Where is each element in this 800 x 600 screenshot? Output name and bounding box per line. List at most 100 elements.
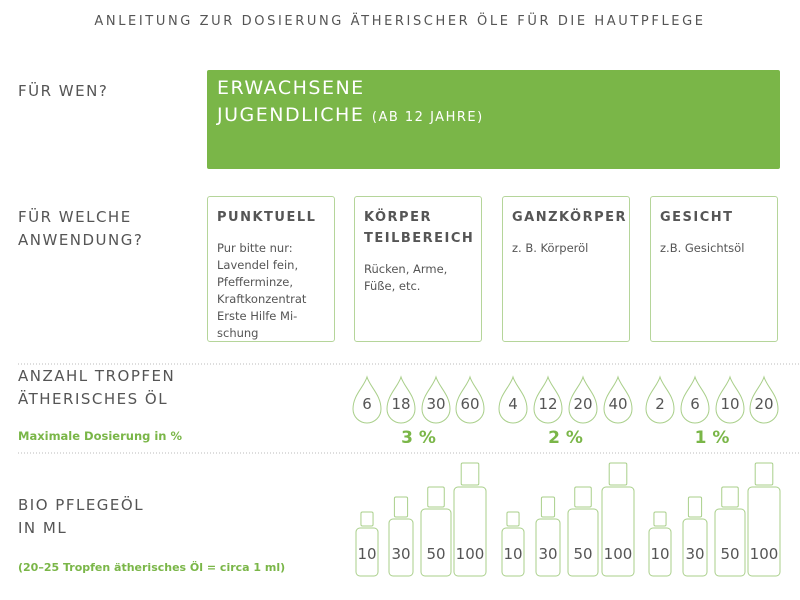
bottle-size: 100 (456, 545, 485, 563)
bottle-size: 30 (538, 545, 557, 563)
bottle-cap (360, 511, 374, 527)
bottle-body (648, 527, 672, 577)
drop (533, 375, 563, 424)
bottle-size: 10 (650, 545, 669, 563)
percent: 3 % (401, 428, 436, 448)
dosage-label: Maximale Dosierung in % (18, 429, 183, 443)
bottle-size: 100 (604, 545, 633, 563)
drops-label: ANZAHL TROPFEN ÄTHERISCHES ÖL (18, 365, 175, 411)
bottle-size: 50 (426, 545, 445, 563)
bottle-body (747, 486, 781, 577)
card-text-line: z.B. Gesichtsöl (660, 241, 745, 255)
card-text-line: Lavendel fein, (217, 258, 299, 272)
drop-count: 4 (508, 395, 518, 413)
card-title: KÖRPER TEILBEREICH (364, 207, 475, 249)
bottle-body (682, 518, 708, 577)
application-card: GANZKÖRPER z. B. Körperöl (502, 196, 630, 342)
card-text-line: Rücken, Arme, (364, 262, 448, 276)
who-line2-note: (AB 12 JAHRE) (371, 110, 484, 125)
drop-count: 30 (426, 395, 445, 413)
drop (421, 375, 451, 424)
bottle-body (535, 518, 561, 577)
drop (645, 375, 675, 424)
application-card: GESICHT z.B. Gesichtsöl (650, 196, 778, 342)
drop-count: 20 (573, 395, 592, 413)
drop-count: 12 (538, 395, 557, 413)
drop (352, 375, 382, 424)
bottles-label: BIO PFLEGEÖL IN ML (18, 494, 144, 540)
bottle-size: 50 (573, 545, 592, 563)
drop-count: 2 (655, 395, 665, 413)
card-title-line: TEILBEREICH (364, 231, 475, 246)
bottle-cap (754, 462, 774, 486)
card-title: GESICHT (660, 207, 768, 228)
card-text: Pur bitte nur: Lavendel fein, Pfefferminze… (217, 240, 325, 342)
drop (715, 375, 745, 424)
card-text-line: Pur bitte nur: (217, 241, 293, 255)
who-line2-text: JUGENDLICHE (217, 104, 365, 126)
label-line: ANWENDUNG? (18, 231, 144, 249)
bottle-cap (653, 511, 667, 527)
drop-count: 40 (608, 395, 627, 413)
card-text: Rücken, Arme, Füße, etc. (364, 261, 472, 295)
card-text: z. B. Körperöl (512, 240, 620, 257)
bottle-size: 30 (685, 545, 704, 563)
card-text-line: Pfefferminze, (217, 275, 294, 289)
drop (749, 375, 779, 424)
bottle-size: 100 (750, 545, 779, 563)
label-line: IN ML (18, 519, 68, 537)
drop (498, 375, 528, 424)
page-title: ANLEITUNG ZUR DOSIERUNG ÄTHERISCHER ÖLE … (94, 14, 706, 29)
percent: 1 % (695, 428, 730, 448)
drop (455, 375, 485, 424)
bottle-cap (540, 496, 556, 518)
drop (680, 375, 710, 424)
bottle-size: 50 (720, 545, 739, 563)
drop-count: 20 (754, 395, 773, 413)
card-title-line: KÖRPER (364, 210, 432, 225)
card-title-line: GESICHT (660, 210, 734, 225)
bottle-body (420, 508, 452, 577)
bottles-note: (20–25 Tropfen ätherisches Öl = circa 1 … (18, 561, 286, 574)
application-card: KÖRPER TEILBEREICH Rücken, Arme, Füße, etc. (354, 196, 482, 342)
who-line1: ERWACHSENE (217, 77, 365, 99)
card-text-line: Erste Hilfe Mi- (217, 309, 298, 323)
drop-count: 10 (720, 395, 739, 413)
bottle-cap (427, 486, 445, 508)
drop-count: 60 (460, 395, 479, 413)
drop-count: 6 (362, 395, 372, 413)
who-label: FÜR WEN? (18, 82, 109, 100)
bottle-body (355, 527, 379, 577)
bottle-body (714, 508, 746, 577)
application-label: FÜR WELCHE ANWENDUNG? (18, 206, 143, 252)
bottle-body (567, 508, 599, 577)
application-card: PUNKTUELL Pur bitte nur: Lavendel fein, Pfe… (207, 196, 335, 342)
percent: 2 % (548, 428, 583, 448)
drop (568, 375, 598, 424)
bottle-size: 10 (503, 545, 522, 563)
drop (603, 375, 633, 424)
label-line: ANZAHL TROPFEN (18, 367, 176, 385)
card-text: z.B. Gesichtsöl (660, 240, 768, 257)
card-title-line: PUNKTUELL (217, 210, 317, 225)
bottle-cap (687, 496, 703, 518)
drop-count: 6 (690, 395, 700, 413)
label-line: ÄTHERISCHES ÖL (18, 390, 169, 408)
drop (386, 375, 416, 424)
bottle-body (501, 527, 525, 577)
bottle-body (453, 486, 487, 577)
card-title: GANZKÖRPER (512, 207, 628, 228)
bottle-body (388, 518, 414, 577)
card-text-line: z. B. Körperöl (512, 241, 589, 255)
bottle-cap (721, 486, 739, 508)
bottle-size: 30 (391, 545, 410, 563)
label-line: BIO PFLEGEÖL (18, 496, 145, 514)
bottle-size: 10 (357, 545, 376, 563)
card-title-line: GANZKÖRPER (512, 210, 628, 225)
label-line: FÜR WELCHE (18, 208, 132, 226)
bottle-body (601, 486, 635, 577)
card-text-line: schung (217, 326, 259, 340)
bottle-cap (460, 462, 480, 486)
